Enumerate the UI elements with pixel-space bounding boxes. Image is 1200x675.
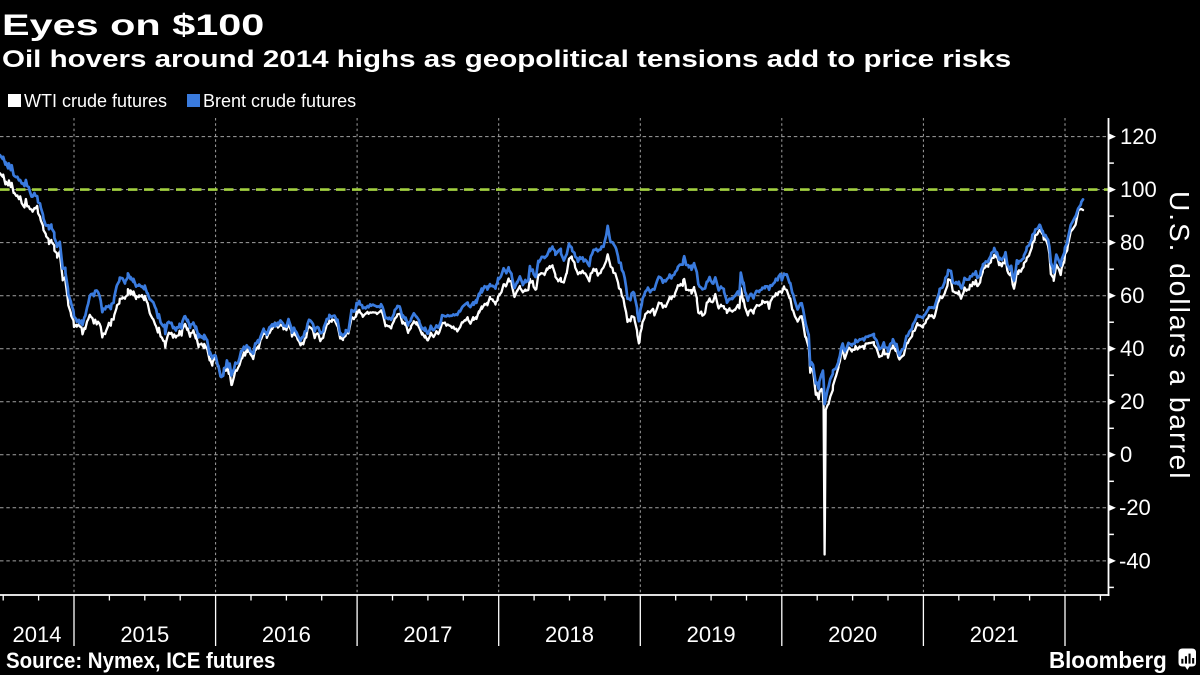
svg-text:2019: 2019 <box>687 622 736 647</box>
svg-text:WTI crude futures: WTI crude futures <box>24 91 167 111</box>
svg-text:-20: -20 <box>1119 495 1151 520</box>
svg-text:100: 100 <box>1120 177 1157 202</box>
svg-text:-40: -40 <box>1119 548 1151 573</box>
svg-text:120: 120 <box>1120 124 1157 149</box>
svg-text:Eyes on $100: Eyes on $100 <box>2 8 264 42</box>
svg-text:60: 60 <box>1120 283 1144 308</box>
svg-text:Source: Nymex, ICE futures: Source: Nymex, ICE futures <box>6 648 275 673</box>
svg-text:2015: 2015 <box>120 622 169 647</box>
svg-text:Oil hovers around 2014 highs a: Oil hovers around 2014 highs as geopolit… <box>2 44 1011 72</box>
svg-text:2020: 2020 <box>828 622 877 647</box>
svg-text:40: 40 <box>1120 336 1144 361</box>
svg-text:80: 80 <box>1120 230 1144 255</box>
svg-text:Brent crude futures: Brent crude futures <box>203 91 356 111</box>
svg-text:2014: 2014 <box>13 622 62 647</box>
svg-text:2017: 2017 <box>403 622 452 647</box>
svg-text:0: 0 <box>1120 442 1132 467</box>
svg-text:U.S. dollars a barrel: U.S. dollars a barrel <box>1164 191 1195 480</box>
svg-text:2021: 2021 <box>970 622 1019 647</box>
svg-text:2016: 2016 <box>262 622 311 647</box>
svg-text:2018: 2018 <box>545 622 594 647</box>
svg-text:20: 20 <box>1120 389 1144 414</box>
svg-text:Bloomberg: Bloomberg <box>1049 646 1167 673</box>
